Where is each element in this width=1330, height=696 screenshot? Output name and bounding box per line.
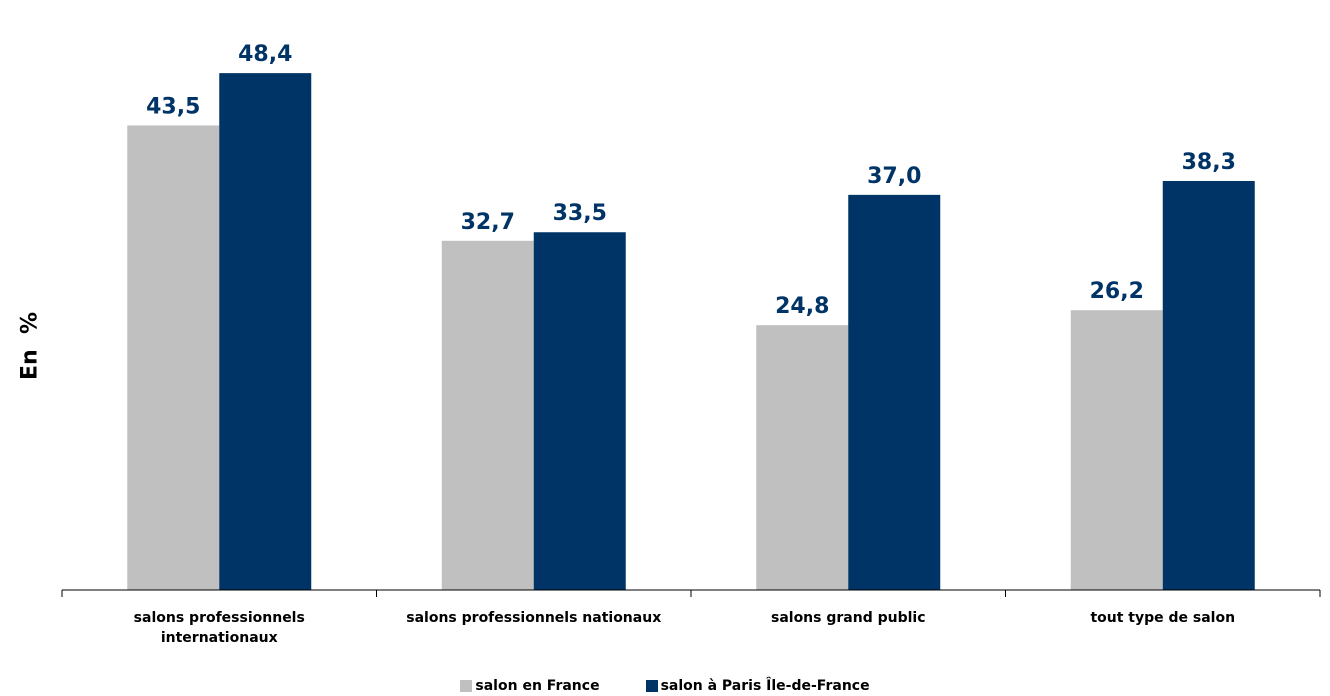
x-axis — [61, 589, 1321, 597]
y-axis-label: En % — [17, 311, 43, 381]
x-tick-label-2: salons grand public — [771, 610, 926, 626]
legend-label-france: salon en France — [475, 678, 600, 694]
value-label-paris-3: 38,3 — [1182, 150, 1236, 175]
value-label-france-0: 43,5 — [146, 94, 200, 119]
legend-swatch-paris — [645, 680, 658, 692]
legend-swatch-france — [460, 680, 473, 692]
bars-group — [127, 73, 1255, 591]
legend-item-france: salon en France — [460, 676, 600, 696]
value-label-paris-0: 48,4 — [238, 42, 292, 67]
legend-label-paris: salon à Paris Île-de-France — [660, 678, 870, 694]
value-label-paris-2: 37,0 — [867, 164, 921, 189]
x-tick-label-1: salons professionnels nationaux — [406, 610, 661, 626]
bar-france-2 — [756, 325, 849, 590]
value-label-france-3: 26,2 — [1090, 279, 1144, 304]
x-tick-label-3: tout type de salon — [1090, 610, 1235, 626]
bar-france-1 — [441, 240, 534, 590]
bar-paris-3 — [1162, 180, 1255, 590]
bar-france-3 — [1070, 310, 1163, 590]
x-tick-labels: salons professionnels internationaux salon… — [134, 610, 1235, 646]
value-label-france-1: 32,7 — [461, 210, 515, 235]
x-tick-label-0: salons professionnels internationaux — [134, 610, 305, 646]
value-labels-group: 43,5 48,4 32,7 33,5 24,8 37,0 26,2 38,3 — [146, 42, 1236, 319]
legend: salon en France salon à Paris Île-de-Fra… — [0, 676, 1330, 696]
legend-item-paris: salon à Paris Île-de-France — [645, 676, 870, 696]
value-label-france-2: 24,8 — [775, 294, 829, 319]
bar-paris-1 — [533, 232, 626, 590]
bar-paris-0 — [219, 73, 312, 591]
value-label-paris-1: 33,5 — [553, 201, 607, 226]
bar-france-0 — [127, 125, 220, 591]
bar-paris-2 — [848, 194, 941, 590]
y-axis-label-container: En % — [0, 0, 60, 693]
